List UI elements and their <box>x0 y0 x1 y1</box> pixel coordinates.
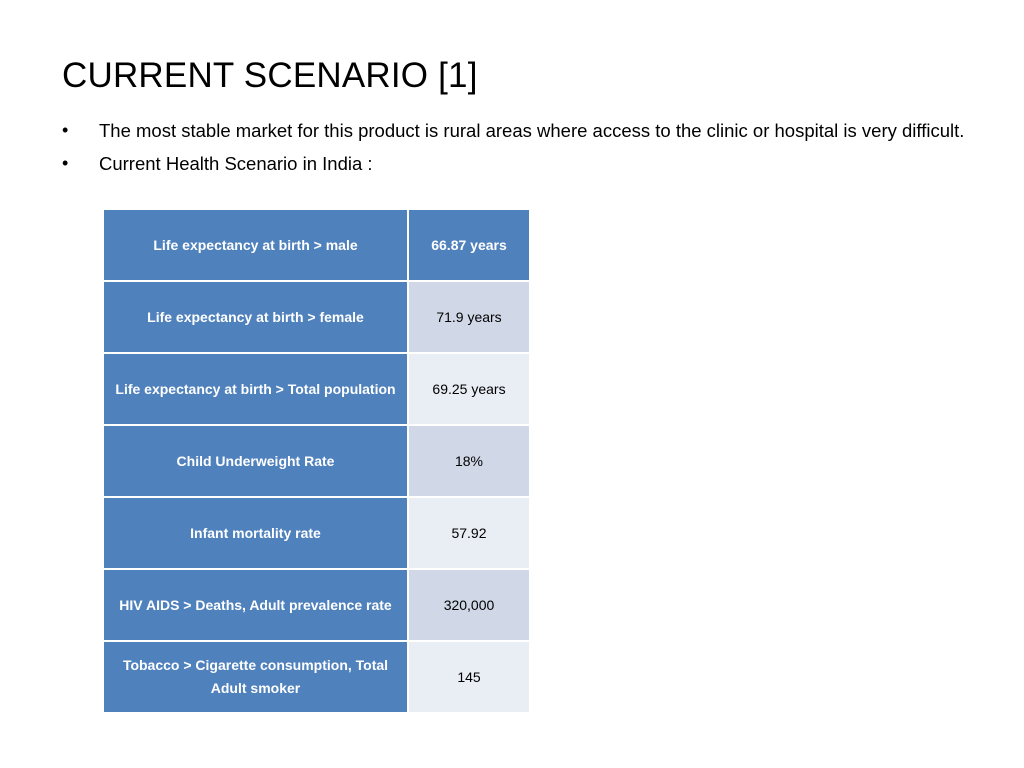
row-value: 71.9 years <box>407 280 531 354</box>
row-value: 66.87 years <box>407 208 531 282</box>
row-label: Life expectancy at birth > female <box>102 280 409 354</box>
bullet-list: • The most stable market for this produc… <box>62 117 974 183</box>
bullet-item: • Current Health Scenario in India : <box>62 150 974 177</box>
table-row: Life expectancy at birth > male 66.87 ye… <box>102 208 531 282</box>
row-value: 18% <box>407 424 531 498</box>
row-label: HIV AIDS > Deaths, Adult prevalence rate <box>102 568 409 642</box>
bullet-text: The most stable market for this product … <box>99 120 965 141</box>
table-row: Life expectancy at birth > Total populat… <box>102 352 531 426</box>
slide-title: CURRENT SCENARIO [1] <box>62 56 478 95</box>
row-value: 320,000 <box>407 568 531 642</box>
health-stats-table: Life expectancy at birth > male 66.87 ye… <box>102 208 531 714</box>
row-label: Tobacco > Cigarette consumption, Total A… <box>102 640 409 714</box>
row-label: Infant mortality rate <box>102 496 409 570</box>
row-label: Child Underweight Rate <box>102 424 409 498</box>
table-row: Child Underweight Rate 18% <box>102 424 531 498</box>
row-value: 69.25 years <box>407 352 531 426</box>
bullet-item: • The most stable market for this produc… <box>62 117 974 144</box>
table-row: HIV AIDS > Deaths, Adult prevalence rate… <box>102 568 531 642</box>
bullet-text: Current Health Scenario in India : <box>99 153 373 174</box>
row-value: 145 <box>407 640 531 714</box>
bullet-dot-icon: • <box>62 120 69 140</box>
row-label: Life expectancy at birth > Total populat… <box>102 352 409 426</box>
table-row: Life expectancy at birth > female 71.9 y… <box>102 280 531 354</box>
row-label: Life expectancy at birth > male <box>102 208 409 282</box>
table-row: Infant mortality rate 57.92 <box>102 496 531 570</box>
table-row: Tobacco > Cigarette consumption, Total A… <box>102 640 531 714</box>
bullet-dot-icon: • <box>62 153 69 173</box>
row-value: 57.92 <box>407 496 531 570</box>
